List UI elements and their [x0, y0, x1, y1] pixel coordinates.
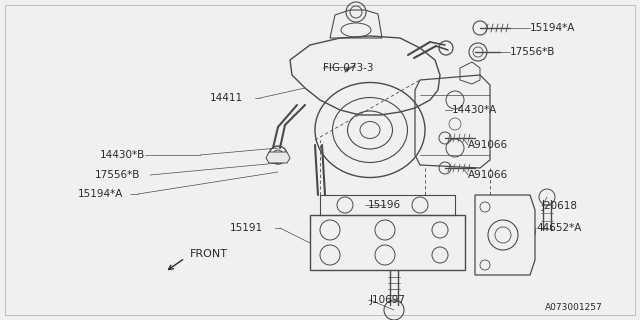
Text: A073001257: A073001257: [545, 303, 603, 313]
Text: 15191: 15191: [230, 223, 263, 233]
Text: 15194*A: 15194*A: [530, 23, 575, 33]
Text: 14411: 14411: [210, 93, 243, 103]
Text: J10697: J10697: [370, 295, 406, 305]
Text: J20618: J20618: [542, 201, 578, 211]
Text: FRONT: FRONT: [190, 249, 228, 259]
Text: 15194*A: 15194*A: [78, 189, 124, 199]
Text: 44652*A: 44652*A: [536, 223, 581, 233]
Text: A91066: A91066: [468, 170, 508, 180]
Text: 17556*B: 17556*B: [95, 170, 140, 180]
Text: 15196: 15196: [368, 200, 401, 210]
Text: A91066: A91066: [468, 140, 508, 150]
Polygon shape: [266, 152, 290, 163]
Text: FIG.073-3: FIG.073-3: [323, 63, 374, 73]
Text: 14430*B: 14430*B: [100, 150, 145, 160]
Text: 14430*A: 14430*A: [452, 105, 497, 115]
Text: 17556*B: 17556*B: [510, 47, 556, 57]
